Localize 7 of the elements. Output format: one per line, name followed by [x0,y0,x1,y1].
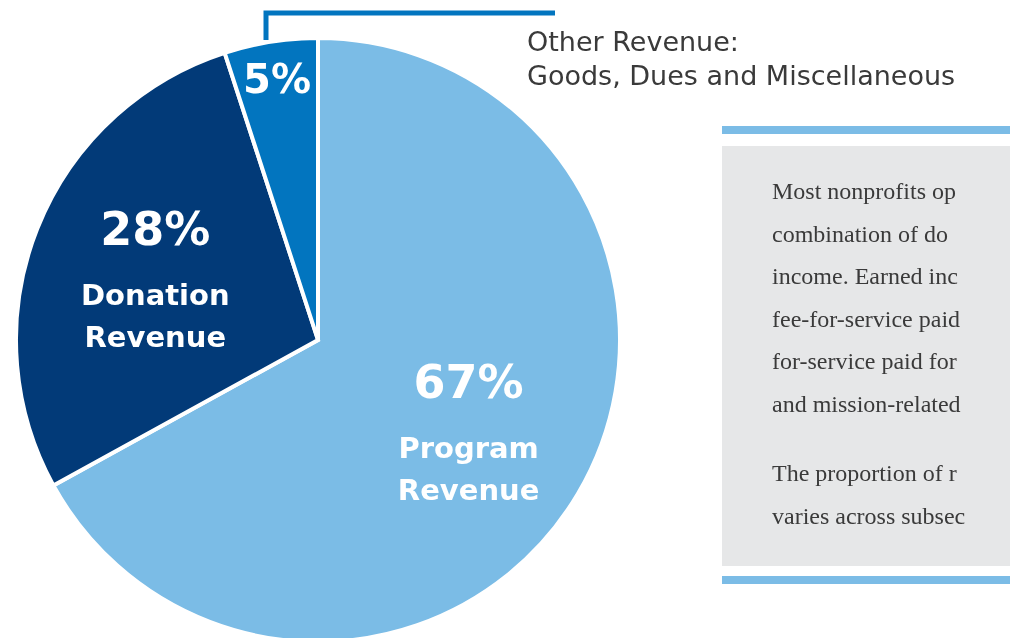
slice-label: Other Revenue: Goods, Dues and Miscellaneous [527,26,956,91]
data-label: 5% [243,56,311,103]
slice-label: Donation Revenue [80,277,230,354]
data-label: 28% [100,201,211,256]
data-label: 67% [413,355,524,410]
text-panel: Most nonprofits op combination of do income. Earned inc fee-for-service paid for-service paid for and mission-related The proportion of r varies across subsec [722,126,1010,584]
slice-label: Program Revenue [397,431,540,508]
